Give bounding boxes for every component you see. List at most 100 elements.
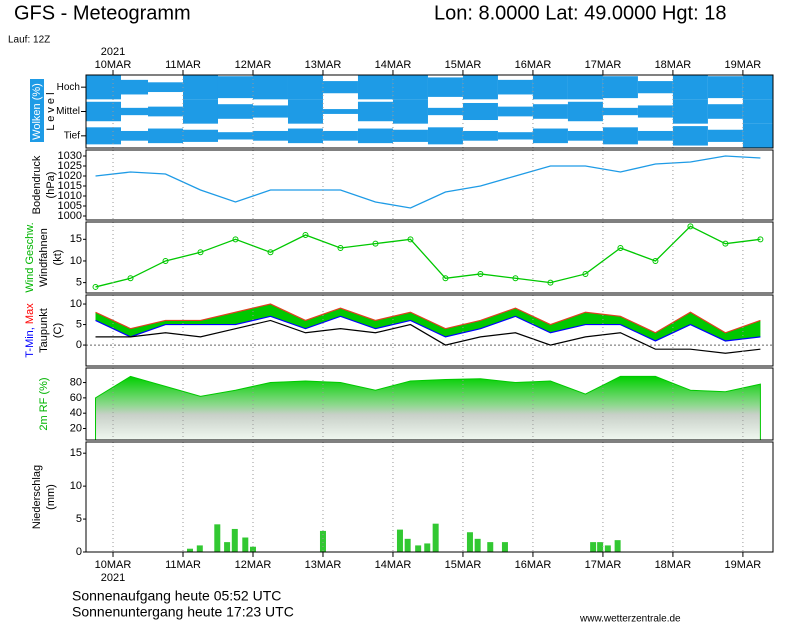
cloud-cell xyxy=(707,104,743,119)
point xyxy=(617,244,624,251)
point xyxy=(302,231,309,238)
cloud-cell xyxy=(742,75,773,100)
y-tick-label: 10 xyxy=(70,255,82,267)
panel-frame xyxy=(85,74,774,149)
y-axis-label-part: Bodendruck xyxy=(31,155,43,214)
x-tick-label: 17MAR xyxy=(585,559,622,571)
y-tick-label: 1025 xyxy=(58,160,82,172)
cloud-cell xyxy=(322,81,358,94)
point xyxy=(407,236,414,243)
bar xyxy=(432,523,439,552)
x-tick-label: 13MAR xyxy=(305,559,342,571)
cloud-cell xyxy=(707,129,743,142)
cloud-cell xyxy=(427,127,463,145)
x-tick-label: 11MAR xyxy=(165,59,201,71)
y-tick-label: 1015 xyxy=(58,180,82,192)
point xyxy=(162,257,169,264)
y-axis-label: Taupunkt xyxy=(38,308,50,353)
cloud-cell xyxy=(148,82,184,93)
y-axis-label: Bodendruck xyxy=(31,155,43,214)
bar xyxy=(242,537,249,552)
y-axis-label: Windfahnen xyxy=(38,228,50,287)
x-tick-label: 10MAR xyxy=(95,59,132,71)
bar xyxy=(590,542,597,552)
line xyxy=(95,155,761,209)
year-bottom: 2021 xyxy=(101,572,125,584)
cloud-cell xyxy=(602,107,638,116)
bar xyxy=(196,545,203,552)
y-axis-label: 2m RF (%) xyxy=(38,377,50,430)
y-tick-label: 0 xyxy=(76,339,82,351)
x-tick-label: 12MAR xyxy=(235,559,272,571)
location: Lon: 8.0000 Lat: 49.0000 Hgt: 18 xyxy=(434,2,726,24)
point xyxy=(267,249,274,256)
bar xyxy=(501,542,508,552)
cloud-cell xyxy=(86,127,121,145)
y-axis-label-part: L e v e l xyxy=(45,92,57,130)
cloud-cell xyxy=(637,81,673,94)
y-axis-label-part: Wind Geschw. xyxy=(24,222,36,292)
x-tick-label: 14MAR xyxy=(375,559,412,571)
y-tick-label: 1005 xyxy=(58,200,82,212)
cloud-cell xyxy=(357,101,393,122)
point xyxy=(197,249,204,256)
cloud-cell xyxy=(148,106,184,117)
point xyxy=(477,270,484,277)
y-axis-label: Wind Geschw. xyxy=(24,222,36,292)
y-tick-label: 5 xyxy=(76,277,82,289)
y-tick-label: 1010 xyxy=(58,190,82,202)
y-axis-label: Wolken (%) xyxy=(31,83,43,140)
x-tick-label: 13MAR xyxy=(305,59,342,71)
y-axis-label: (C) xyxy=(52,323,64,338)
line xyxy=(95,303,761,334)
cloud-cell xyxy=(427,77,463,97)
x-tick-label: 11MAR xyxy=(165,559,201,571)
cloud-cell xyxy=(672,99,708,124)
y-tick-label: 1020 xyxy=(58,170,82,182)
cloud-cell xyxy=(113,79,149,95)
y-axis-label: (mm) xyxy=(45,484,57,510)
point xyxy=(512,275,519,282)
y-axis-label-part: Wolken (%) xyxy=(31,83,43,140)
cloud-cell xyxy=(217,76,253,99)
cloud-cell xyxy=(707,76,743,99)
label-box xyxy=(30,79,44,142)
cloud-cell xyxy=(602,127,638,145)
y-axis-label-part: T-Min, xyxy=(24,324,36,358)
y-axis-label: Niederschlag xyxy=(31,465,43,529)
point xyxy=(337,244,344,251)
y-tick-label: 80 xyxy=(70,376,82,388)
panel-frame xyxy=(85,294,774,367)
y-axis-label-part: (mm) xyxy=(45,484,57,510)
point xyxy=(127,275,134,282)
y-tick-label: 0 xyxy=(76,546,82,558)
x-tick-label: 12MAR xyxy=(235,59,272,71)
bar xyxy=(474,538,481,552)
panel-bg xyxy=(86,442,773,552)
x-tick-label: 19MAR xyxy=(725,59,762,71)
cloud-cell xyxy=(462,102,498,121)
x-tick-label: 16MAR xyxy=(515,559,552,571)
cloud-cell xyxy=(742,123,773,148)
cloud-cell xyxy=(252,75,288,100)
cloud-cell xyxy=(113,107,149,116)
cloud-cell xyxy=(287,99,323,124)
cloud-cell xyxy=(217,132,253,140)
point xyxy=(442,275,449,282)
cloud-cell xyxy=(637,105,673,118)
cloud-cell xyxy=(357,128,393,144)
bar xyxy=(231,528,238,552)
cloud-cell xyxy=(672,75,708,100)
point xyxy=(722,240,729,247)
source: www.wetterzentrale.de xyxy=(579,614,681,625)
x-tick-label: 15MAR xyxy=(445,559,482,571)
cloud-cell xyxy=(183,75,218,100)
x-tick-label: 16MAR xyxy=(515,59,552,71)
point xyxy=(92,283,99,290)
y-tick-label: 20 xyxy=(70,422,82,434)
cloud-cell xyxy=(567,75,603,100)
x-tick-label: 18MAR xyxy=(655,559,692,571)
y-tick-label: 10 xyxy=(70,480,82,492)
panel-frame xyxy=(85,149,774,221)
y-axis-label: L e v e l xyxy=(45,92,57,130)
